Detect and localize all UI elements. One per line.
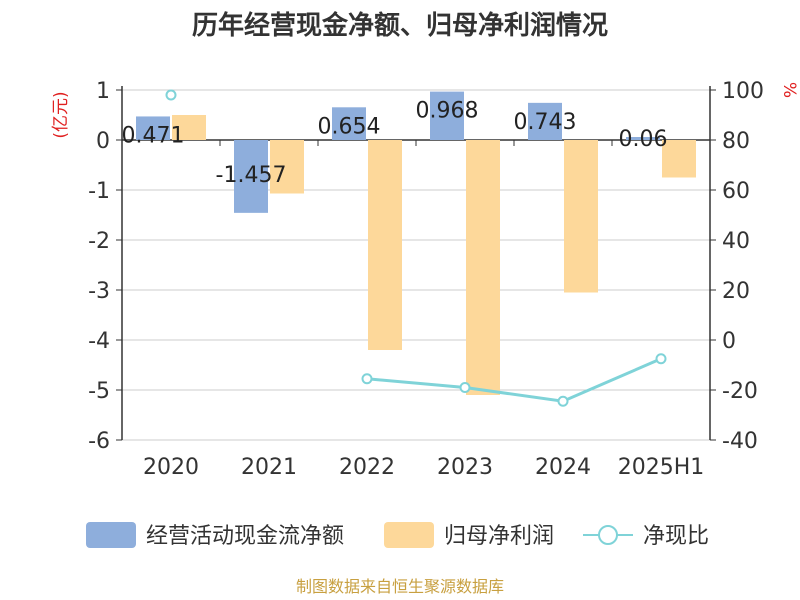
data-label: 0.968 xyxy=(416,99,479,124)
x-tick-label: 2021 xyxy=(241,455,297,480)
line-point xyxy=(459,382,471,393)
left-axis-unit: (亿元) xyxy=(51,91,71,138)
data-label: 0.654 xyxy=(318,114,381,139)
left-tick-label: 0 xyxy=(96,129,110,154)
x-tick-label: 2025H1 xyxy=(618,455,705,480)
bar xyxy=(528,102,562,140)
legend-label: 经营活动现金流净额 xyxy=(146,524,344,549)
legend-label: 净现比 xyxy=(643,524,709,549)
source-note: 制图数据来自恒生聚源数据库 xyxy=(296,577,504,596)
line-point xyxy=(165,89,177,101)
line-series xyxy=(165,89,667,407)
legend: 经营活动现金流净额 归母净利润 净现比 xyxy=(86,522,709,549)
line-point xyxy=(361,373,373,385)
legend-label: 归母净利润 xyxy=(444,524,554,549)
data-labels: 0.471 -1.457 0.654 0.968 0.743 0.06 xyxy=(122,99,668,188)
left-tick-label: -5 xyxy=(88,379,110,404)
x-tick-label: 2020 xyxy=(143,455,199,480)
bar xyxy=(172,115,206,140)
left-tick-label: -2 xyxy=(88,229,110,254)
x-tick-label: 2022 xyxy=(339,455,395,480)
data-label: 0.743 xyxy=(514,110,577,135)
left-tick-label: -1 xyxy=(88,179,110,204)
chart-title: 历年经营现金净额、归母净利润情况 xyxy=(192,10,608,41)
bar xyxy=(466,140,500,395)
x-tick-label: 2023 xyxy=(437,455,493,480)
bar xyxy=(626,137,660,140)
legend-swatch xyxy=(384,522,434,548)
line-path xyxy=(366,357,662,403)
bars xyxy=(136,91,696,395)
bar xyxy=(332,107,366,140)
right-axis-unit: % xyxy=(779,82,799,98)
bar xyxy=(234,140,268,213)
bar xyxy=(368,140,402,350)
bar xyxy=(662,140,696,178)
bar xyxy=(136,116,170,140)
line-point xyxy=(655,353,667,365)
left-tick-label: -4 xyxy=(88,329,110,354)
line-point xyxy=(557,395,569,407)
legend-swatch xyxy=(86,522,136,548)
bar xyxy=(430,91,464,140)
bar xyxy=(270,140,304,194)
left-tick-label: -3 xyxy=(88,279,110,304)
right-tick-label: -20 xyxy=(722,379,758,404)
right-tick-label: 80 xyxy=(722,129,750,154)
right-tick-label: -40 xyxy=(722,429,758,454)
data-label: -1.457 xyxy=(216,163,287,188)
right-tick-label: 20 xyxy=(722,279,750,304)
legend-swatch-marker xyxy=(598,525,618,545)
left-tick-label: -6 xyxy=(88,429,110,454)
right-tick-label: 60 xyxy=(722,179,750,204)
right-tick-label: 40 xyxy=(722,229,750,254)
x-tick-label: 2024 xyxy=(535,455,591,480)
right-tick-label: 0 xyxy=(722,329,736,354)
left-tick-label: 1 xyxy=(96,79,110,104)
data-label: 0.06 xyxy=(619,127,668,152)
data-label: 0.471 xyxy=(122,123,185,148)
bar xyxy=(564,140,598,293)
axes: 1 0 -1 -2 -3 -4 -5 -6 100 80 60 40 20 0 -20 -40 2020 2021… xyxy=(88,79,764,480)
right-tick-label: 100 xyxy=(722,79,764,104)
